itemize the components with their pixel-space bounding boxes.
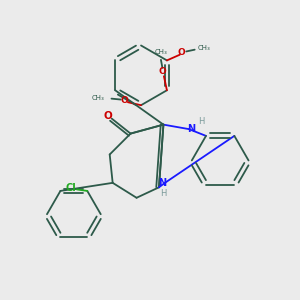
Text: Cl: Cl	[65, 183, 76, 193]
Text: CH₃: CH₃	[154, 49, 167, 55]
Text: O: O	[158, 67, 166, 76]
Text: O: O	[178, 48, 186, 57]
Text: O: O	[121, 96, 128, 105]
Text: N: N	[187, 124, 195, 134]
Text: CH₃: CH₃	[91, 95, 104, 101]
Text: N: N	[158, 178, 166, 188]
Text: CH₃: CH₃	[198, 45, 210, 51]
Text: H: H	[160, 189, 167, 198]
Text: O: O	[104, 111, 112, 121]
Text: H: H	[198, 117, 205, 126]
